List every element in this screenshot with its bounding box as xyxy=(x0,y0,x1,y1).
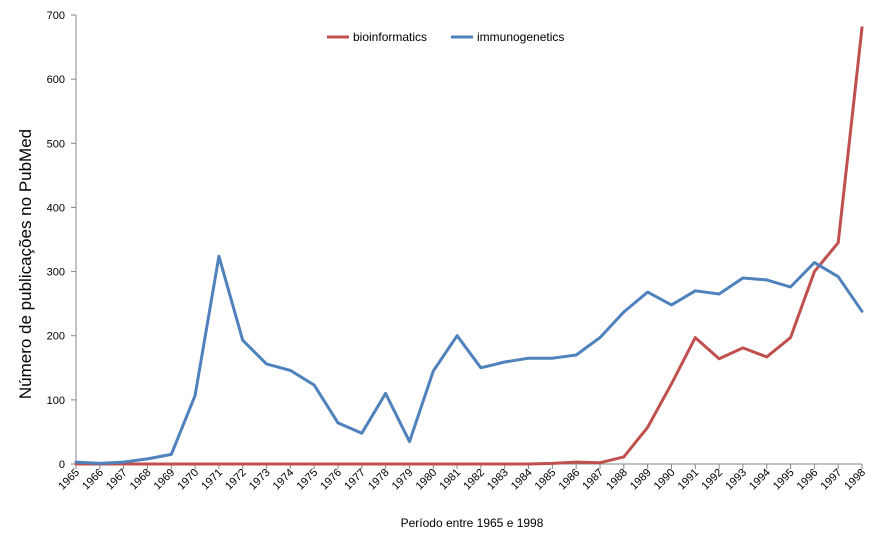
x-tick-label: 1996 xyxy=(795,467,821,493)
x-tick-label: 1981 xyxy=(437,467,463,493)
x-tick-label: 1987 xyxy=(580,467,606,493)
x-tick-label: 1991 xyxy=(676,467,702,493)
x-tick-label: 1989 xyxy=(628,467,654,493)
x-tick-label: 1993 xyxy=(723,467,749,493)
x-tick-label: 1995 xyxy=(771,467,797,493)
x-tick-label: 1967 xyxy=(104,467,130,493)
x-tick-label: 1994 xyxy=(747,467,773,493)
x-tick-label: 1990 xyxy=(652,467,678,493)
x-tick-label: 1986 xyxy=(557,467,583,493)
x-tick-label: 1976 xyxy=(318,467,344,493)
x-tick-label: 1968 xyxy=(128,467,154,493)
y-tick-label: 300 xyxy=(47,267,65,279)
y-tick-label: 100 xyxy=(47,395,65,407)
y-tick-label: 700 xyxy=(47,10,65,22)
x-tick-label: 1979 xyxy=(390,467,416,493)
x-tick-label: 1966 xyxy=(80,467,106,493)
x-axis-title: Período entre 1965 e 1998 xyxy=(401,516,544,530)
immunogenetics-line xyxy=(74,254,864,465)
bioinformatics-line xyxy=(74,26,864,466)
series-immunogenetics xyxy=(74,254,864,465)
legend: bioinformatics immunogenetics xyxy=(327,30,564,44)
x-tick-label: 1992 xyxy=(699,467,725,493)
x-tick-label: 1978 xyxy=(366,467,392,493)
x-tick-label: 1984 xyxy=(509,467,535,493)
series-bioinformatics xyxy=(74,26,864,466)
x-tick-label: 1977 xyxy=(342,467,368,493)
x-tick-label: 1975 xyxy=(295,467,321,493)
y-axis: 0 100 200 300 400 500 600 700 xyxy=(47,10,77,471)
x-tick-label: 1970 xyxy=(175,467,201,493)
x-tick-label: 1969 xyxy=(152,467,178,493)
x-tick-label: 1972 xyxy=(223,467,249,493)
x-tick-label: 1997 xyxy=(819,467,845,493)
y-tick-label: 500 xyxy=(47,138,65,150)
x-tick-label: 1974 xyxy=(271,467,297,493)
y-tick-label: 0 xyxy=(59,459,65,471)
y-tick-label: 400 xyxy=(47,202,65,214)
x-tick-label: 1988 xyxy=(604,467,630,493)
series-layer xyxy=(74,26,864,466)
x-tick-label: 1971 xyxy=(199,467,225,493)
legend-label-bioinformatics: bioinformatics xyxy=(353,30,427,44)
y-tick-label: 600 xyxy=(47,74,65,86)
x-tick-label: 1980 xyxy=(414,467,440,493)
x-tick-label: 1998 xyxy=(842,467,868,493)
x-axis: 1965196619671968196919701971197219731974… xyxy=(56,463,868,493)
x-tick-label: 1985 xyxy=(533,467,559,493)
y-tick-label: 200 xyxy=(47,331,65,343)
legend-label-immunogenetics: immunogenetics xyxy=(477,30,564,44)
x-tick-label: 1982 xyxy=(461,467,487,493)
y-axis-title: Número de publicações no PubMed xyxy=(16,129,35,399)
x-tick-label: 1983 xyxy=(485,467,511,493)
x-tick-label: 1973 xyxy=(247,467,273,493)
